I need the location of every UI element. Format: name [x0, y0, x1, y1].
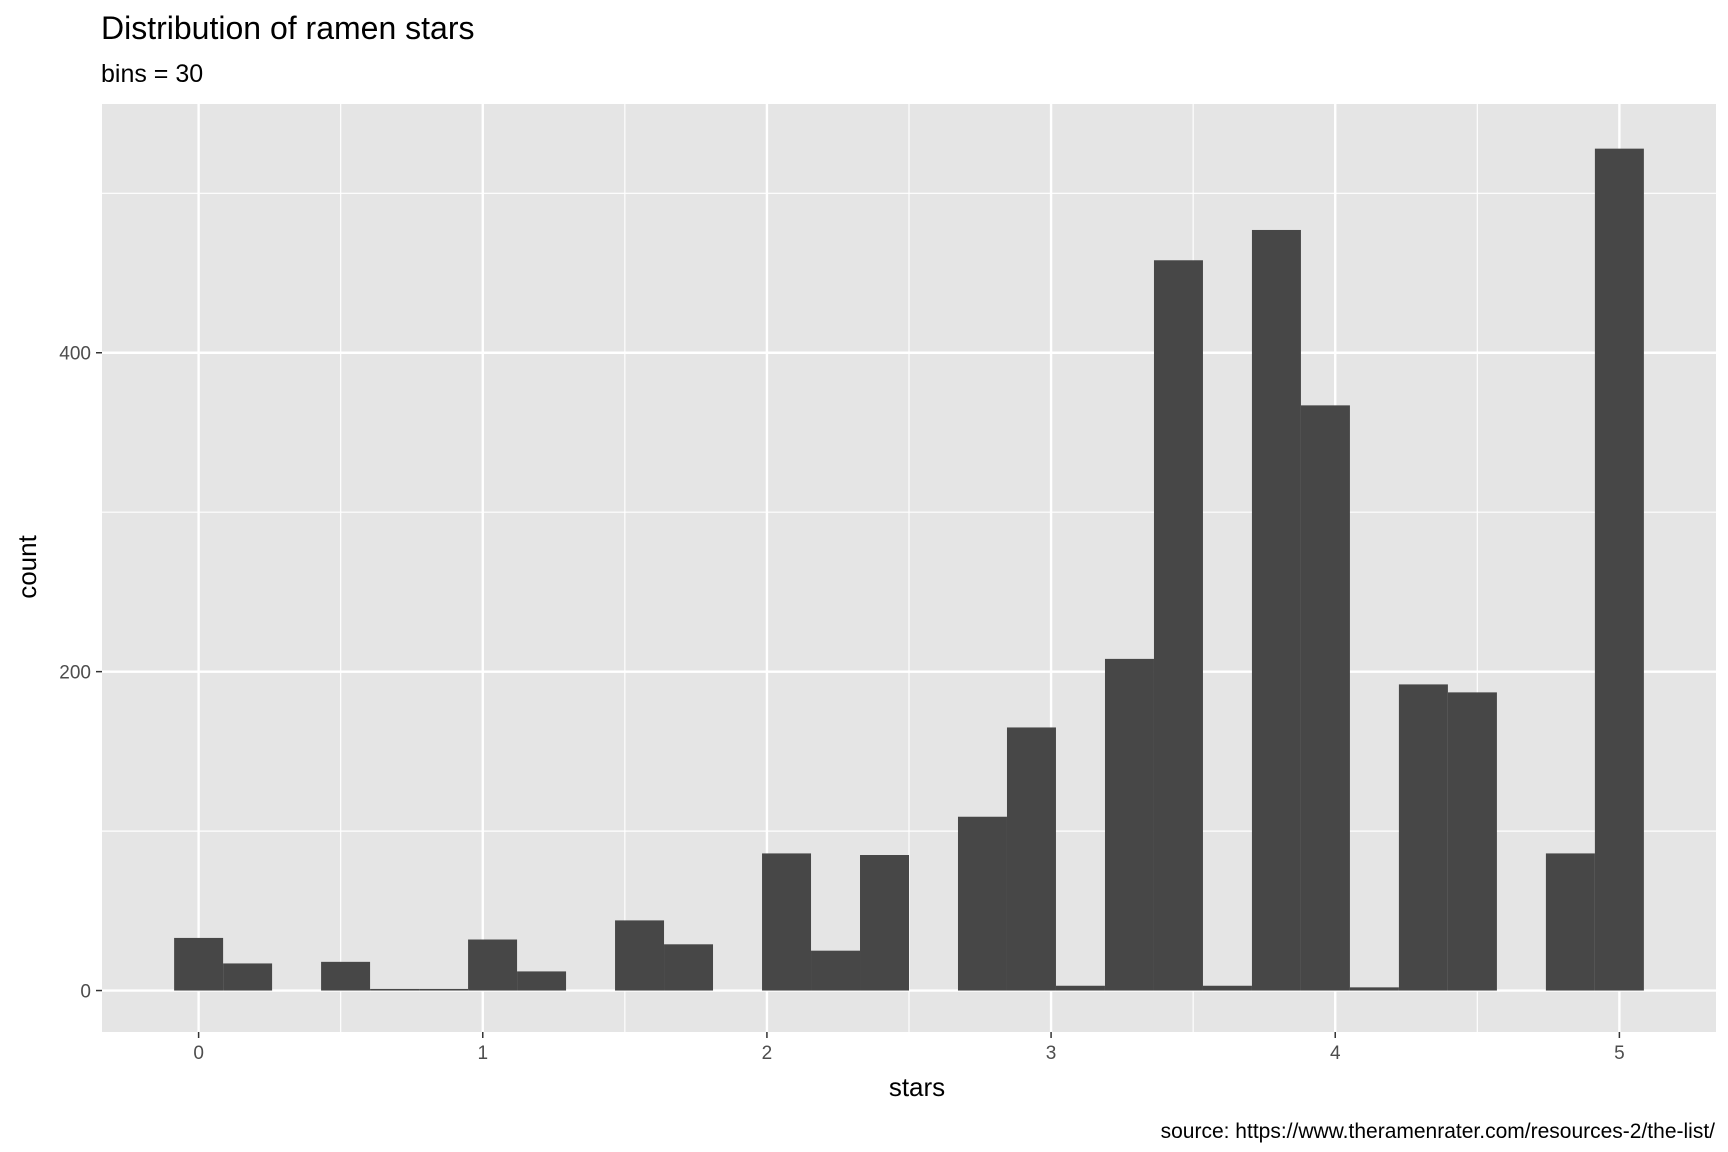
histogram-bar-0: [174, 937, 224, 991]
x-tick-label: 1: [477, 1043, 488, 1064]
histogram-bar-17: [1006, 727, 1056, 991]
x-tick-label: 4: [1330, 1043, 1341, 1064]
chart-subtitle: bins = 30: [101, 60, 203, 88]
y-tick-label: 0: [80, 982, 91, 1003]
histogram-bar-26: [1447, 692, 1497, 991]
histogram-bar-9: [615, 920, 665, 991]
x-axis-title: stars: [889, 1072, 945, 1102]
histogram-bar-14: [860, 855, 909, 991]
x-tick-label: 3: [1046, 1043, 1057, 1064]
x-tick-label: 2: [762, 1043, 773, 1064]
chart-title: Distribution of ramen stars: [101, 10, 474, 46]
histogram-bar-22: [1251, 229, 1301, 991]
histogram-bar-23: [1300, 405, 1350, 991]
histogram-bar-19: [1104, 658, 1154, 991]
histogram-bar-13: [811, 950, 861, 991]
histogram-bars: [174, 148, 1644, 991]
histogram-bar-5: [419, 988, 469, 991]
histogram-bar-4: [370, 988, 420, 991]
histogram-bar-18: [1055, 985, 1105, 991]
y-tick-label: 200: [59, 663, 91, 684]
histogram-bar-21: [1202, 985, 1252, 991]
histogram-bar-10: [664, 944, 714, 991]
y-tick-label: 400: [59, 344, 91, 365]
histogram-bar-6: [468, 939, 518, 991]
histogram-bar-16: [957, 816, 1007, 991]
histogram-bar-20: [1153, 260, 1203, 991]
chart-caption: source: https://www.theramenrater.com/re…: [1161, 1120, 1716, 1143]
histogram-bar-12: [762, 853, 812, 991]
histogram-bar-29: [1594, 148, 1644, 991]
histogram-bar-1: [223, 963, 273, 991]
histogram-bar-7: [517, 971, 567, 991]
x-tick-label: 5: [1614, 1043, 1625, 1064]
y-axis-title: count: [12, 534, 42, 598]
histogram-bar-28: [1545, 853, 1595, 991]
x-axis: 0 1 2 3 4 5: [193, 1032, 1625, 1064]
y-axis: 0 200 400: [59, 344, 102, 1003]
histogram-bar-3: [321, 961, 371, 991]
x-tick-label: 0: [193, 1043, 204, 1064]
histogram-bar-24: [1349, 987, 1399, 991]
histogram-bar-25: [1398, 684, 1448, 991]
